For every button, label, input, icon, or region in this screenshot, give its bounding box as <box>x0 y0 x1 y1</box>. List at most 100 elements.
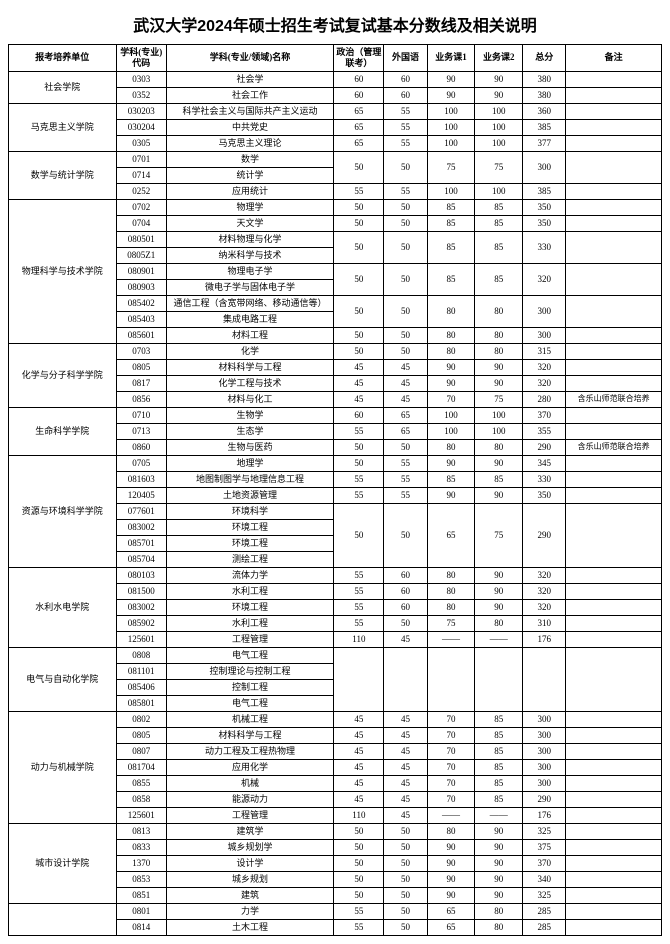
name-cell: 电气工程 <box>166 695 333 711</box>
score-cell: 55 <box>334 471 384 487</box>
table-row: 水利水电学院080103流体力学55608090320 <box>9 567 662 583</box>
score-cell: 55 <box>384 135 427 151</box>
score-cell: 50 <box>334 871 384 887</box>
score-cell <box>566 743 662 759</box>
score-cell: 320 <box>523 263 566 295</box>
score-cell: 350 <box>523 487 566 503</box>
code-cell: 0303 <box>116 71 166 87</box>
score-cell: 50 <box>384 439 427 455</box>
score-cell: 45 <box>334 359 384 375</box>
score-cell <box>566 183 662 199</box>
score-cell: 55 <box>334 919 384 935</box>
name-cell: 设计学 <box>166 855 333 871</box>
score-cell: 176 <box>523 631 566 647</box>
score-cell <box>566 631 662 647</box>
score-cell: 45 <box>334 375 384 391</box>
name-cell: 生物与医药 <box>166 439 333 455</box>
score-cell: 90 <box>475 71 523 87</box>
score-cell: 80 <box>427 823 475 839</box>
score-cell: 60 <box>384 71 427 87</box>
score-cell: 290 <box>523 791 566 807</box>
name-cell: 电气工程 <box>166 647 333 663</box>
score-cell: 325 <box>523 823 566 839</box>
name-cell: 城乡规划学 <box>166 839 333 855</box>
score-cell: 55 <box>334 583 384 599</box>
score-cell: 50 <box>384 199 427 215</box>
score-cell: 70 <box>427 391 475 407</box>
score-cell: 50 <box>384 855 427 871</box>
score-cell: 110 <box>334 807 384 823</box>
score-cell: 70 <box>427 759 475 775</box>
score-cell <box>566 887 662 903</box>
name-cell: 材料与化工 <box>166 391 333 407</box>
code-cell: 0817 <box>116 375 166 391</box>
score-cell: 70 <box>427 743 475 759</box>
score-cell <box>566 71 662 87</box>
score-cell: 100 <box>475 135 523 151</box>
score-cell: 80 <box>475 295 523 327</box>
score-cell <box>566 263 662 295</box>
dept-cell <box>9 903 117 935</box>
score-cell: 90 <box>475 871 523 887</box>
score-cell <box>566 647 662 711</box>
score-cell: 90 <box>427 455 475 471</box>
score-cell <box>566 759 662 775</box>
name-cell: 通信工程（含宽带网络、移动通信等） <box>166 295 333 311</box>
code-cell: 0305 <box>116 135 166 151</box>
score-cell: 45 <box>334 391 384 407</box>
score-cell: 50 <box>384 823 427 839</box>
score-cell: 300 <box>523 727 566 743</box>
score-cell: 50 <box>384 327 427 343</box>
score-cell <box>566 231 662 263</box>
score-cell: 80 <box>475 327 523 343</box>
score-cell: 55 <box>334 567 384 583</box>
score-cell: 50 <box>384 231 427 263</box>
code-cell: 077601 <box>116 503 166 519</box>
dept-cell: 马克思主义学院 <box>9 103 117 151</box>
table-row: 马克思主义学院030203科学社会主义与国际共产主义运动655510010036… <box>9 103 662 119</box>
score-cell: 85 <box>475 727 523 743</box>
score-cell: 85 <box>427 263 475 295</box>
score-cell: 85 <box>427 199 475 215</box>
score-cell: 85 <box>475 215 523 231</box>
code-cell: 085704 <box>116 551 166 567</box>
score-cell: 65 <box>427 919 475 935</box>
score-cell <box>523 647 566 711</box>
score-cell: 80 <box>427 327 475 343</box>
score-cell: 350 <box>523 199 566 215</box>
name-cell: 地理学 <box>166 455 333 471</box>
score-cell: 50 <box>334 439 384 455</box>
score-cell: 55 <box>334 423 384 439</box>
name-cell: 社会工作 <box>166 87 333 103</box>
name-cell: 物理电子学 <box>166 263 333 279</box>
score-cell: 300 <box>523 295 566 327</box>
score-cell: 85 <box>475 471 523 487</box>
h-dept: 报考培养单位 <box>9 45 117 72</box>
code-cell: 0713 <box>116 423 166 439</box>
h-note: 备注 <box>566 45 662 72</box>
score-cell <box>566 807 662 823</box>
name-cell: 生态学 <box>166 423 333 439</box>
score-cell: 300 <box>523 327 566 343</box>
name-cell: 纳米科学与技术 <box>166 247 333 263</box>
name-cell: 统计学 <box>166 167 333 183</box>
dept-cell: 化学与分子科学学院 <box>9 343 117 407</box>
score-cell: 85 <box>475 791 523 807</box>
score-cell: 85 <box>475 263 523 295</box>
score-cell: 55 <box>384 119 427 135</box>
name-cell: 化学工程与技术 <box>166 375 333 391</box>
score-cell <box>427 647 475 711</box>
name-cell: 工程管理 <box>166 807 333 823</box>
h-code: 学科(专业) 代码 <box>116 45 166 72</box>
score-cell <box>566 583 662 599</box>
score-cell: 90 <box>427 839 475 855</box>
score-cell <box>566 119 662 135</box>
score-cell: 320 <box>523 567 566 583</box>
name-cell: 物理学 <box>166 199 333 215</box>
code-cell: 0701 <box>116 151 166 167</box>
score-cell: 55 <box>334 599 384 615</box>
name-cell: 微电子学与固体电子学 <box>166 279 333 295</box>
score-cell <box>566 215 662 231</box>
score-cell: 45 <box>384 775 427 791</box>
code-cell: 0813 <box>116 823 166 839</box>
